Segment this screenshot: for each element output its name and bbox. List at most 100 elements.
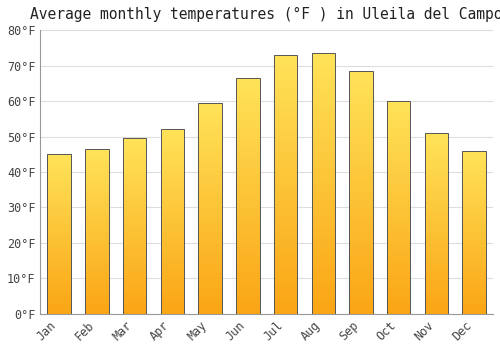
- Bar: [160, 139, 184, 141]
- Bar: [462, 238, 486, 240]
- Bar: [198, 214, 222, 216]
- Bar: [274, 126, 297, 130]
- Bar: [274, 74, 297, 78]
- Bar: [274, 175, 297, 178]
- Bar: [123, 200, 146, 202]
- Bar: [425, 305, 448, 307]
- Bar: [312, 102, 335, 105]
- Bar: [387, 120, 410, 122]
- Bar: [350, 226, 372, 229]
- Bar: [425, 174, 448, 176]
- Bar: [387, 295, 410, 298]
- Bar: [312, 89, 335, 92]
- Bar: [198, 298, 222, 301]
- Bar: [274, 311, 297, 314]
- Bar: [425, 178, 448, 181]
- Bar: [160, 159, 184, 162]
- Bar: [236, 155, 260, 158]
- Bar: [425, 285, 448, 287]
- Bar: [425, 246, 448, 248]
- Bar: [85, 211, 108, 213]
- Bar: [387, 250, 410, 253]
- Bar: [387, 213, 410, 216]
- Bar: [48, 220, 71, 222]
- Bar: [425, 185, 448, 187]
- Bar: [236, 90, 260, 93]
- Bar: [123, 149, 146, 152]
- Bar: [274, 94, 297, 97]
- Bar: [274, 78, 297, 81]
- Bar: [236, 137, 260, 140]
- Bar: [312, 304, 335, 307]
- Bar: [198, 127, 222, 129]
- Bar: [425, 273, 448, 275]
- Bar: [198, 251, 222, 253]
- Bar: [425, 219, 448, 221]
- Bar: [198, 119, 222, 121]
- Bar: [123, 309, 146, 312]
- Bar: [48, 236, 71, 238]
- Bar: [198, 158, 222, 161]
- Bar: [123, 312, 146, 314]
- Bar: [350, 195, 372, 198]
- Bar: [425, 309, 448, 312]
- Bar: [312, 311, 335, 314]
- Bar: [85, 209, 108, 211]
- Bar: [236, 217, 260, 219]
- Bar: [387, 276, 410, 279]
- Bar: [198, 248, 222, 251]
- Bar: [48, 174, 71, 176]
- Bar: [123, 230, 146, 233]
- Bar: [350, 305, 372, 308]
- Bar: [274, 301, 297, 304]
- Bar: [312, 73, 335, 76]
- Bar: [160, 279, 184, 282]
- Bar: [85, 180, 108, 182]
- Bar: [387, 199, 410, 202]
- Bar: [85, 279, 108, 281]
- Bar: [274, 110, 297, 113]
- Bar: [160, 134, 184, 136]
- Bar: [312, 197, 335, 200]
- Bar: [48, 216, 71, 218]
- Bar: [123, 195, 146, 197]
- Bar: [123, 257, 146, 259]
- Bar: [274, 256, 297, 259]
- Bar: [48, 190, 71, 192]
- Bar: [387, 178, 410, 181]
- Bar: [462, 155, 486, 157]
- Bar: [236, 87, 260, 90]
- Bar: [425, 133, 448, 314]
- Bar: [312, 83, 335, 86]
- Bar: [160, 180, 184, 182]
- Bar: [48, 302, 71, 304]
- Bar: [160, 185, 184, 187]
- Bar: [198, 116, 222, 119]
- Bar: [425, 255, 448, 257]
- Bar: [425, 155, 448, 158]
- Bar: [48, 270, 71, 272]
- Bar: [123, 250, 146, 252]
- Bar: [123, 209, 146, 211]
- Bar: [425, 239, 448, 241]
- Bar: [160, 196, 184, 198]
- Bar: [48, 246, 71, 248]
- Bar: [312, 203, 335, 206]
- Bar: [462, 210, 486, 212]
- Bar: [312, 180, 335, 183]
- Bar: [462, 189, 486, 191]
- Bar: [198, 293, 222, 295]
- Bar: [350, 223, 372, 226]
- Bar: [160, 288, 184, 291]
- Bar: [274, 262, 297, 265]
- Bar: [312, 145, 335, 148]
- Bar: [387, 253, 410, 256]
- Bar: [160, 212, 184, 215]
- Bar: [462, 263, 486, 265]
- Bar: [85, 188, 108, 190]
- Bar: [425, 241, 448, 244]
- Bar: [160, 130, 184, 132]
- Bar: [387, 173, 410, 176]
- Bar: [85, 268, 108, 271]
- Bar: [198, 232, 222, 235]
